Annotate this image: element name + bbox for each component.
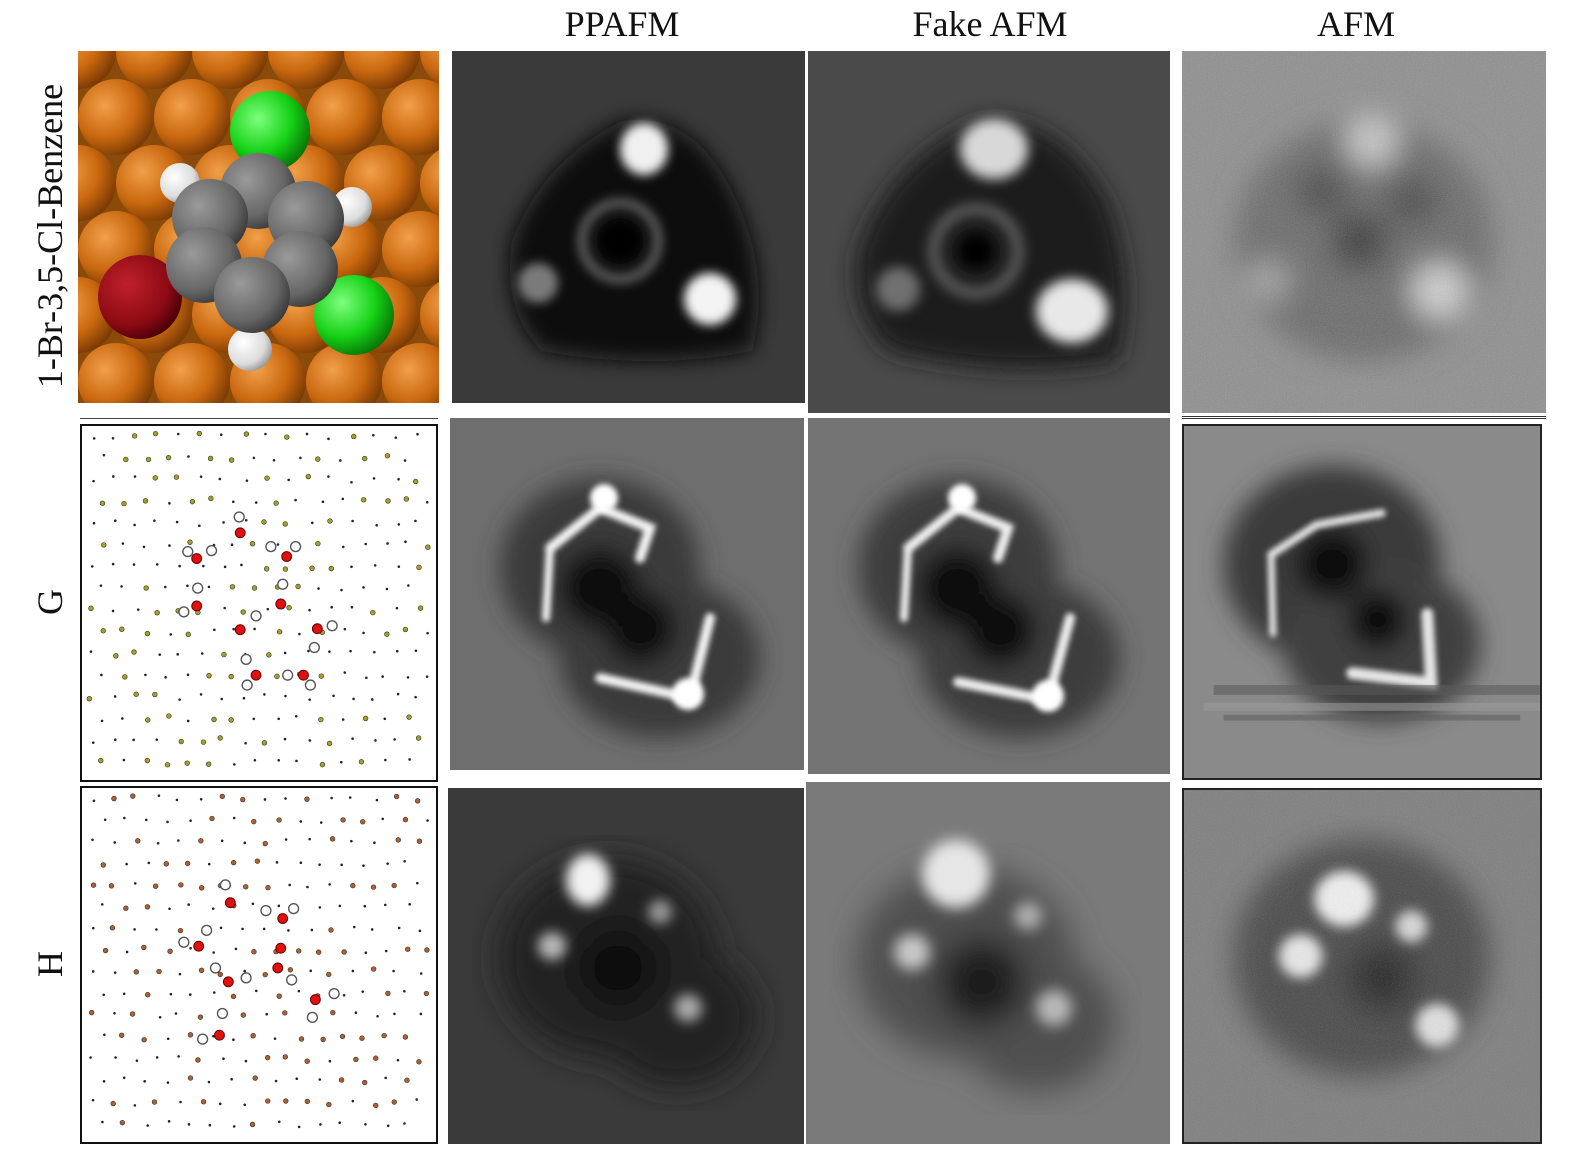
row-label-h: H — [30, 951, 70, 977]
ppafm-image-row1 — [452, 51, 805, 403]
afm-image-row3 — [1182, 788, 1542, 1144]
afm-image-row1 — [1182, 51, 1546, 413]
column-header-ppafm: PPAFM — [564, 4, 680, 44]
ppafm-image-row2 — [450, 418, 804, 770]
structure-diagram-g — [80, 424, 438, 782]
column-header-afm: AFM — [1316, 4, 1396, 44]
molecule-model-image — [78, 51, 439, 403]
fake-afm-image-row1 — [808, 51, 1170, 413]
row-divider-right — [1182, 416, 1546, 419]
afm-image-row2 — [1182, 424, 1542, 780]
ppafm-image-row3 — [448, 788, 804, 1144]
structure-diagram-h — [80, 786, 438, 1144]
row-label-g: G — [30, 589, 70, 615]
fake-afm-image-row3 — [806, 782, 1170, 1144]
fake-afm-image-row2 — [808, 418, 1170, 774]
column-header-fake-afm: Fake AFM — [912, 4, 1068, 44]
row-divider-left — [80, 418, 438, 419]
row-label-molecule: 1-Br-3,5-Cl-Benzene — [30, 83, 70, 389]
